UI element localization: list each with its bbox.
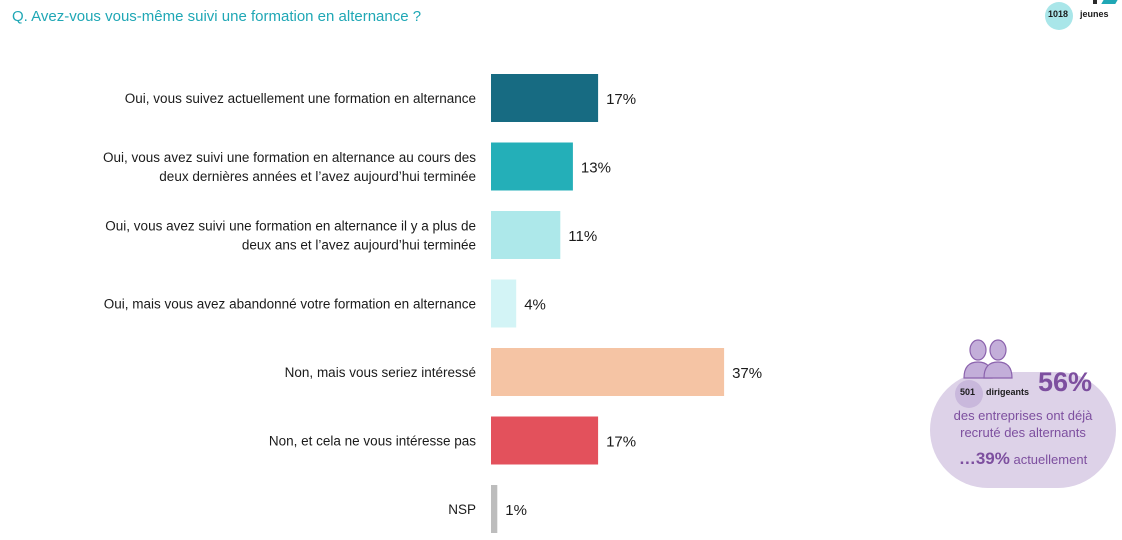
category-label: Non, mais vous seriez intéressé bbox=[285, 365, 476, 380]
bar-2 bbox=[491, 142, 573, 191]
sample-count: 1018 bbox=[1048, 9, 1069, 19]
bar-7 bbox=[491, 485, 498, 533]
callout-count-bubble bbox=[955, 380, 983, 408]
callout-big-value: 56% bbox=[1038, 367, 1093, 397]
category-label: deux ans et l’avez aujourd’hui terminée bbox=[242, 238, 476, 253]
bar-value-label: 17% bbox=[606, 91, 636, 108]
people-icon bbox=[963, 339, 1013, 379]
bar-1 bbox=[491, 74, 599, 122]
sample-bubble bbox=[1045, 2, 1073, 30]
callout-text: des entreprises ont déjà recruté des alt… bbox=[953, 408, 1093, 440]
bar-value-label: 13% bbox=[581, 160, 611, 177]
bar-4 bbox=[491, 279, 517, 328]
sample-label: jeunes bbox=[1080, 9, 1109, 19]
bar-value-label: 4% bbox=[524, 297, 546, 314]
bar-5 bbox=[491, 348, 725, 396]
question-title: Q. Avez-vous vous-même suivi une formati… bbox=[12, 8, 422, 25]
category-label: Oui, vous suivez actuellement une format… bbox=[125, 91, 476, 106]
category-label: NSP bbox=[448, 502, 476, 517]
category-label: Oui, vous avez suivi une formation en al… bbox=[105, 219, 476, 234]
sample-size-badge: 1018 jeunes bbox=[1045, 0, 1119, 30]
callout-bottom-line: …39% actuellement bbox=[932, 449, 1114, 469]
bar-value-label: 37% bbox=[732, 365, 762, 382]
category-label: Oui, mais vous avez abandonné votre form… bbox=[104, 297, 476, 312]
bar-6 bbox=[491, 416, 599, 465]
category-label: Non, et cela ne vous intéresse pas bbox=[269, 434, 476, 449]
bar-value-label: 11% bbox=[568, 228, 597, 245]
callout-count: 501 bbox=[960, 387, 976, 397]
category-label: Oui, vous avez suivi une formation en al… bbox=[103, 150, 476, 165]
callout-count-label: dirigeants bbox=[986, 387, 1030, 397]
decor-mark bbox=[1093, 0, 1097, 4]
callout-bottom-suffix: actuellement bbox=[1013, 452, 1088, 467]
bar-3 bbox=[491, 211, 561, 259]
bar-value-label: 1% bbox=[505, 502, 527, 519]
bar-value-label: 17% bbox=[606, 434, 636, 451]
category-label: deux dernières années et l’avez aujourd’… bbox=[159, 169, 476, 184]
callout-bottom-value: …39% bbox=[958, 449, 1010, 468]
